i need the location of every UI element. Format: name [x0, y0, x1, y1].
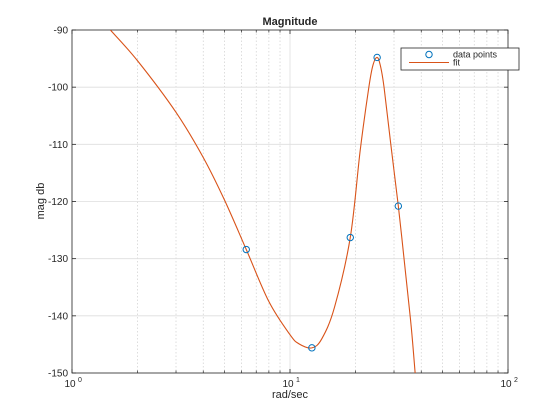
y-tick-label: -100 — [48, 83, 68, 94]
x-tick-base: 10 — [500, 379, 512, 390]
y-tick-label: -140 — [48, 311, 68, 322]
fit-line — [109, 30, 416, 373]
chart-title: Magnitude — [263, 16, 318, 28]
y-tick-label: -150 — [48, 369, 68, 380]
legend-marker-data-points — [425, 50, 433, 59]
plot-area — [109, 30, 416, 373]
x-tick-exponent: 2 — [514, 377, 518, 384]
data-point-marker — [346, 233, 354, 242]
x-tick-exponent: 1 — [296, 377, 300, 384]
x-tick-label: 10 2 — [500, 377, 518, 390]
legend-label-fit: fit — [453, 58, 461, 68]
y-tick-label: -90 — [54, 26, 69, 37]
legend-box — [400, 47, 520, 71]
y-axis-label: mag db — [35, 183, 47, 220]
legend-label-data-points: data points — [453, 50, 498, 60]
data-point-marker — [373, 53, 381, 62]
x-tick-base: 10 — [282, 379, 294, 390]
data-point-marker — [242, 245, 250, 254]
y-tick-label: -120 — [48, 197, 68, 208]
y-tick-label: -110 — [49, 140, 69, 151]
x-tick-base: 10 — [64, 379, 76, 390]
x-axis-label: rad/sec — [272, 389, 309, 401]
x-tick-exponent: 0 — [78, 377, 82, 384]
x-tick-label: 10 1 — [282, 377, 300, 390]
data-point-marker — [308, 344, 316, 352]
x-tick-label: 10 0 — [64, 377, 82, 390]
data-point-marker — [394, 202, 403, 210]
y-tick-label: -130 — [48, 254, 68, 265]
axes — [71, 29, 509, 374]
